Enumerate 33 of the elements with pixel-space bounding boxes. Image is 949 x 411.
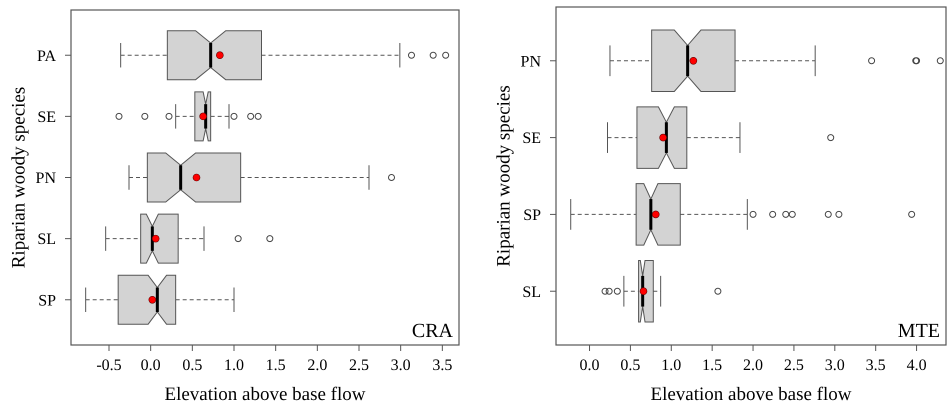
x-tick-label: 0.5	[182, 357, 202, 374]
x-tick-label: 2.5	[784, 357, 804, 374]
x-axis-title: Elevation above base flow	[164, 384, 366, 405]
x-tick-label: 4.0	[906, 357, 927, 374]
y-tick-label: SE	[37, 108, 56, 126]
x-tick-label: 3.0	[824, 357, 845, 374]
x-tick-label: 2.0	[743, 357, 764, 374]
y-axis-title: Riparian woody species	[494, 85, 515, 267]
annotation: MTE	[898, 320, 940, 342]
x-tick-label: 2.0	[307, 357, 328, 374]
x-axis-title: Elevation above base flow	[650, 384, 852, 405]
x-tick-label: 0.0	[140, 357, 161, 374]
y-tick-label: SL	[37, 231, 56, 248]
x-tick-label: 3.0	[390, 357, 411, 374]
y-tick-label: PA	[37, 48, 56, 65]
x-tick-label: 2.5	[349, 357, 369, 374]
y-tick-label: SE	[522, 130, 541, 148]
x-tick-label: 3.5	[432, 357, 452, 374]
y-tick-label: PN	[36, 170, 56, 188]
y-axis-title: Riparian woody species	[8, 86, 30, 268]
y-tick-label: SP	[523, 207, 542, 224]
x-tick-label: 1.5	[702, 357, 722, 374]
x-tick-label: 3.5	[866, 357, 886, 374]
x-tick-label: 1.0	[661, 357, 682, 374]
x-tick-label: -0.5	[96, 357, 122, 374]
y-tick-label: SL	[522, 284, 541, 301]
y-tick-label: PN	[520, 53, 542, 70]
x-tick-label: 0.0	[580, 357, 600, 374]
x-tick-label: 0.5	[620, 357, 640, 374]
annotation: CRA	[412, 320, 454, 342]
x-tick-label: 1.0	[224, 357, 244, 374]
x-tick-label: 1.5	[266, 357, 286, 374]
y-tick-label: SP	[38, 292, 56, 310]
